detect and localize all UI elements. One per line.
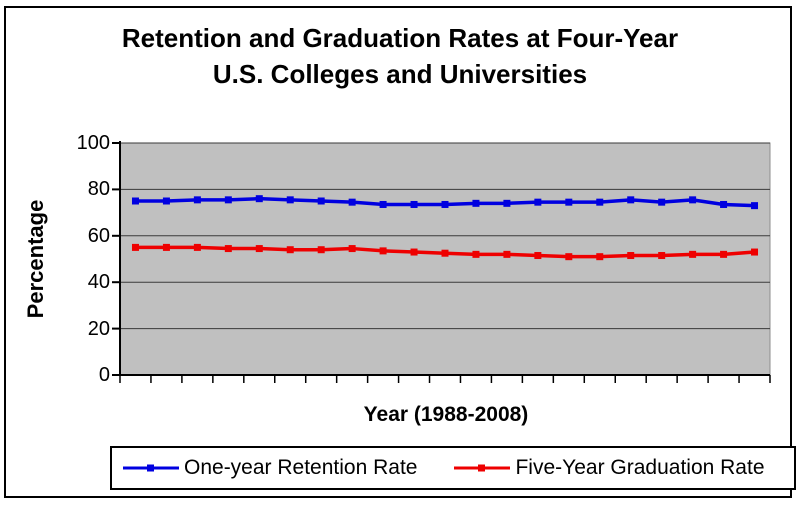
- data-point-series1: [472, 250, 480, 258]
- data-point-series1: [565, 253, 573, 261]
- data-point-series1: [720, 250, 728, 258]
- data-point-series0: [193, 196, 201, 204]
- legend-item-graduation: Five-Year Graduation Rate: [453, 456, 765, 480]
- data-point-series0: [317, 197, 325, 205]
- legend-line-sample-blue: [123, 464, 179, 472]
- data-point-series0: [255, 195, 263, 203]
- data-point-series1: [534, 252, 542, 260]
- legend-line-sample-red: [454, 464, 511, 472]
- data-point-series0: [224, 196, 232, 204]
- chart-title-line2: U.S. Colleges and Universities: [212, 59, 588, 89]
- y-tick-label-0: 0: [98, 364, 110, 386]
- legend-label-retention: One-year Retention Rate: [184, 456, 418, 479]
- data-point-series1: [193, 243, 201, 251]
- chart-title-line1: Retention and Graduation Rates at Four-Y…: [121, 23, 679, 53]
- plot-area: [119, 142, 771, 376]
- data-point-series1: [503, 250, 511, 258]
- chart-title: Retention and Graduation Rates at Four-Y…: [0, 20, 800, 92]
- data-point-series1: [751, 248, 759, 256]
- legend-box: One-year Retention Rate Five-Year Gradua…: [110, 446, 796, 490]
- data-point-series1: [379, 247, 387, 255]
- data-point-series0: [348, 198, 356, 206]
- data-point-series0: [627, 196, 635, 204]
- data-point-series0: [410, 200, 418, 208]
- data-point-series0: [379, 200, 387, 208]
- data-point-series0: [751, 202, 759, 210]
- data-point-series1: [689, 250, 697, 258]
- data-point-series1: [162, 243, 170, 251]
- data-point-series0: [565, 198, 573, 206]
- data-point-series0: [689, 196, 697, 204]
- data-point-series1: [596, 253, 604, 261]
- data-point-series0: [503, 199, 511, 207]
- data-point-series0: [441, 200, 449, 208]
- data-point-series0: [286, 196, 294, 204]
- y-tick-label-100: 100: [76, 132, 110, 154]
- data-point-series1: [658, 252, 666, 260]
- data-point-series1: [627, 252, 635, 260]
- data-point-series1: [131, 243, 139, 251]
- legend-label-graduation: Five-Year Graduation Rate: [515, 456, 765, 479]
- x-axis-title: Year (1988-2008): [363, 403, 529, 426]
- y-tick-label-40: 40: [87, 271, 110, 293]
- data-point-series1: [317, 246, 325, 254]
- data-point-series0: [596, 198, 604, 206]
- data-point-series1: [286, 246, 294, 254]
- data-point-series1: [255, 245, 263, 253]
- data-point-series0: [131, 197, 139, 205]
- y-tick-label-20: 20: [87, 318, 110, 340]
- data-point-series1: [348, 245, 356, 253]
- y-tick-label-80: 80: [87, 178, 110, 200]
- data-point-series0: [472, 199, 480, 207]
- y-tick-label-60: 60: [87, 225, 110, 247]
- data-point-series1: [410, 248, 418, 256]
- data-point-series0: [534, 198, 542, 206]
- legend-item-retention: One-year Retention Rate: [122, 456, 417, 480]
- data-point-series0: [720, 200, 728, 208]
- data-point-series1: [441, 249, 449, 257]
- data-point-series1: [224, 245, 232, 253]
- data-point-series0: [162, 197, 170, 205]
- data-point-series0: [658, 198, 666, 206]
